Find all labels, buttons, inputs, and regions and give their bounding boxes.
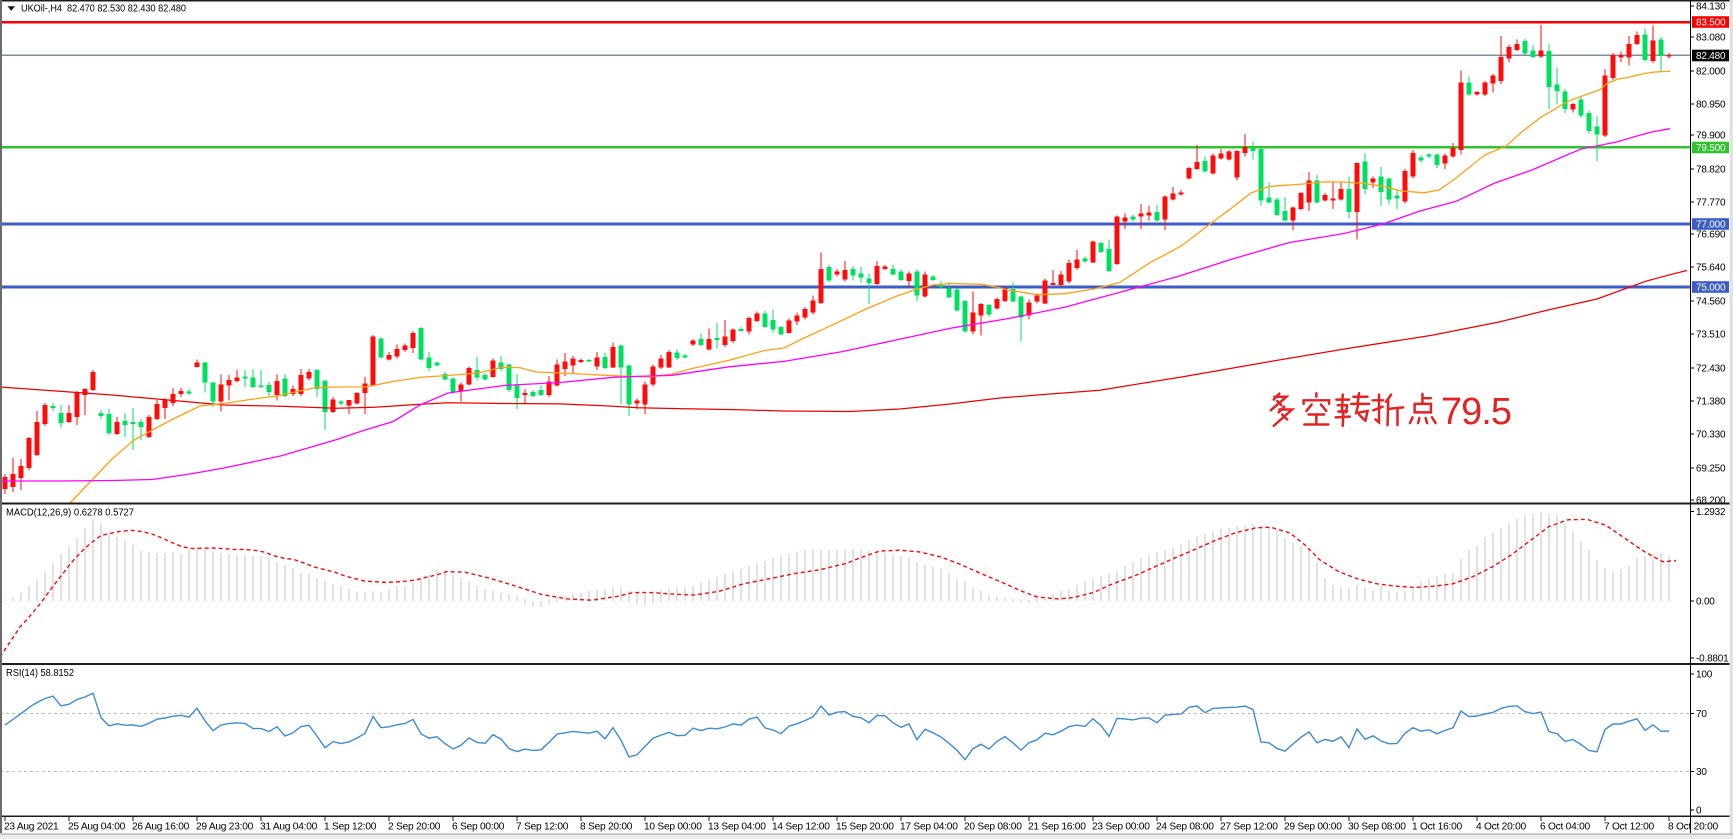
svg-text:70: 70	[1696, 709, 1707, 720]
svg-text:27 Sep 12:00: 27 Sep 12:00	[1220, 822, 1278, 833]
svg-text:UKOil-,H4 82.470 82.530 82.43: UKOil-,H4 82.470 82.530 82.430 82.480	[21, 4, 186, 15]
svg-text:75.640: 75.640	[1696, 263, 1726, 274]
svg-text:100: 100	[1696, 670, 1713, 681]
svg-text:82.000: 82.000	[1696, 67, 1726, 78]
svg-text:7 Oct 12:00: 7 Oct 12:00	[1604, 822, 1655, 833]
svg-text:26 Aug 16:00: 26 Aug 16:00	[132, 822, 190, 833]
svg-text:0: 0	[1696, 806, 1702, 817]
svg-text:MACD(12,26,9) 0.6278 0.5727: MACD(12,26,9) 0.6278 0.5727	[6, 508, 134, 519]
svg-text:68.200: 68.200	[1696, 496, 1726, 507]
svg-text:20 Sep 08:00: 20 Sep 08:00	[964, 822, 1022, 833]
svg-text:24 Sep 08:00: 24 Sep 08:00	[1156, 822, 1214, 833]
svg-text:2 Sep 20:00: 2 Sep 20:00	[388, 822, 441, 833]
svg-text:6 Sep 00:00: 6 Sep 00:00	[452, 822, 505, 833]
svg-text:75.000: 75.000	[1696, 283, 1726, 294]
svg-text:76.690: 76.690	[1696, 230, 1726, 241]
svg-text:23 Sep 00:00: 23 Sep 00:00	[1092, 822, 1150, 833]
svg-text:10 Sep 00:00: 10 Sep 00:00	[644, 822, 702, 833]
svg-text:29 Aug 23:00: 29 Aug 23:00	[196, 822, 254, 833]
svg-text:1 Oct 16:00: 1 Oct 16:00	[1412, 822, 1463, 833]
svg-text:80.950: 80.950	[1696, 100, 1726, 111]
svg-text:78.820: 78.820	[1696, 165, 1726, 176]
svg-text:83.500: 83.500	[1696, 18, 1726, 29]
svg-text:1 Sep 12:00: 1 Sep 12:00	[324, 822, 377, 833]
svg-text:8 Oct 20:00: 8 Oct 20:00	[1668, 822, 1719, 833]
svg-text:84.130: 84.130	[1696, 2, 1726, 13]
svg-text:6 Oct 04:00: 6 Oct 04:00	[1540, 822, 1591, 833]
svg-text:79.500: 79.500	[1696, 143, 1726, 154]
svg-text:15 Sep 20:00: 15 Sep 20:00	[836, 822, 894, 833]
svg-text:77.000: 77.000	[1696, 220, 1726, 231]
svg-text:30: 30	[1696, 767, 1707, 778]
svg-text:23 Aug 2021: 23 Aug 2021	[4, 822, 59, 833]
svg-text:0.00: 0.00	[1696, 597, 1715, 608]
svg-text:83.080: 83.080	[1696, 33, 1726, 44]
svg-text:71.380: 71.380	[1696, 397, 1726, 408]
svg-text:79.5: 79.5	[1441, 391, 1511, 433]
svg-text:14 Sep 12:00: 14 Sep 12:00	[772, 822, 830, 833]
svg-text:72.430: 72.430	[1696, 364, 1726, 375]
svg-text:79.900: 79.900	[1696, 131, 1726, 142]
svg-text:74.560: 74.560	[1696, 297, 1726, 308]
svg-text:77.770: 77.770	[1696, 198, 1726, 209]
svg-text:73.510: 73.510	[1696, 330, 1726, 341]
svg-text:29 Sep 00:00: 29 Sep 00:00	[1284, 822, 1342, 833]
svg-text:13 Sep 04:00: 13 Sep 04:00	[708, 822, 766, 833]
svg-text:4 Oct 20:00: 4 Oct 20:00	[1476, 822, 1527, 833]
svg-text:8 Sep 20:00: 8 Sep 20:00	[580, 822, 633, 833]
svg-text:30 Sep 08:00: 30 Sep 08:00	[1348, 822, 1406, 833]
svg-text:25 Aug 04:00: 25 Aug 04:00	[68, 822, 126, 833]
svg-text:-0.8801: -0.8801	[1696, 654, 1729, 665]
svg-text:69.250: 69.250	[1696, 464, 1726, 475]
svg-text:31 Aug 04:00: 31 Aug 04:00	[260, 822, 318, 833]
svg-text:7 Sep 12:00: 7 Sep 12:00	[516, 822, 569, 833]
svg-text:RSI(14) 58.8152: RSI(14) 58.8152	[6, 668, 74, 679]
svg-text:82.480: 82.480	[1696, 51, 1726, 62]
svg-text:21 Sep 16:00: 21 Sep 16:00	[1028, 822, 1086, 833]
svg-text:1.2932: 1.2932	[1696, 507, 1726, 518]
svg-text:70.330: 70.330	[1696, 430, 1726, 441]
svg-text:17 Sep 04:00: 17 Sep 04:00	[900, 822, 958, 833]
